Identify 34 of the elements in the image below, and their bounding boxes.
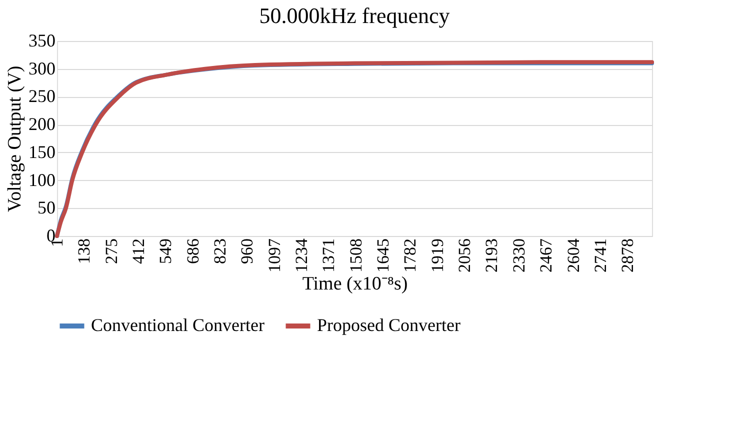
x-tick-label: 1645 (374, 238, 393, 272)
y-tick-label: 200 (28, 114, 56, 134)
x-tick-label: 2741 (590, 238, 610, 272)
x-axis-title: Time (x10⁻⁸s) (302, 274, 408, 294)
chart-title: 50.000kHz frequency (259, 3, 450, 28)
x-tick-label: 2467 (536, 238, 556, 272)
y-tick-label: 100 (28, 170, 56, 190)
x-tick-label: 686 (183, 238, 202, 264)
y-tick-label: 50 (38, 198, 56, 218)
x-tick-label: 2878 (618, 238, 638, 272)
x-tick-label: 1234 (292, 238, 312, 272)
x-tick-label: 2330 (509, 238, 528, 272)
x-tick-label: 1097 (264, 238, 284, 272)
x-tick-label: 138 (74, 238, 94, 264)
y-tick-label: 350 (28, 30, 56, 50)
x-tick-label: 412 (129, 238, 148, 264)
y-tick-label: 250 (28, 86, 56, 106)
x-tick-label: 275 (102, 238, 121, 264)
x-tick-label: 2193 (482, 238, 502, 272)
legend-label: Conventional Converter (91, 315, 264, 335)
y-axis-title: Voltage Output (V) (4, 66, 26, 212)
x-tick-label: 1919 (428, 238, 447, 272)
y-tick-label: 150 (28, 142, 56, 162)
legend-label: Proposed Converter (317, 315, 460, 335)
x-tick-label: 2604 (564, 238, 583, 272)
x-tick-label: 2056 (455, 238, 474, 272)
x-tick-label: 1371 (319, 238, 338, 272)
x-tick-label: 549 (156, 238, 176, 264)
y-tick-label: 300 (28, 58, 56, 78)
x-tick-label: 1782 (400, 238, 420, 272)
x-tick-label: 1508 (346, 238, 366, 272)
x-tick-label: 960 (238, 238, 257, 264)
line-series (55, 60, 654, 238)
x-tick-label: 823 (210, 238, 230, 264)
